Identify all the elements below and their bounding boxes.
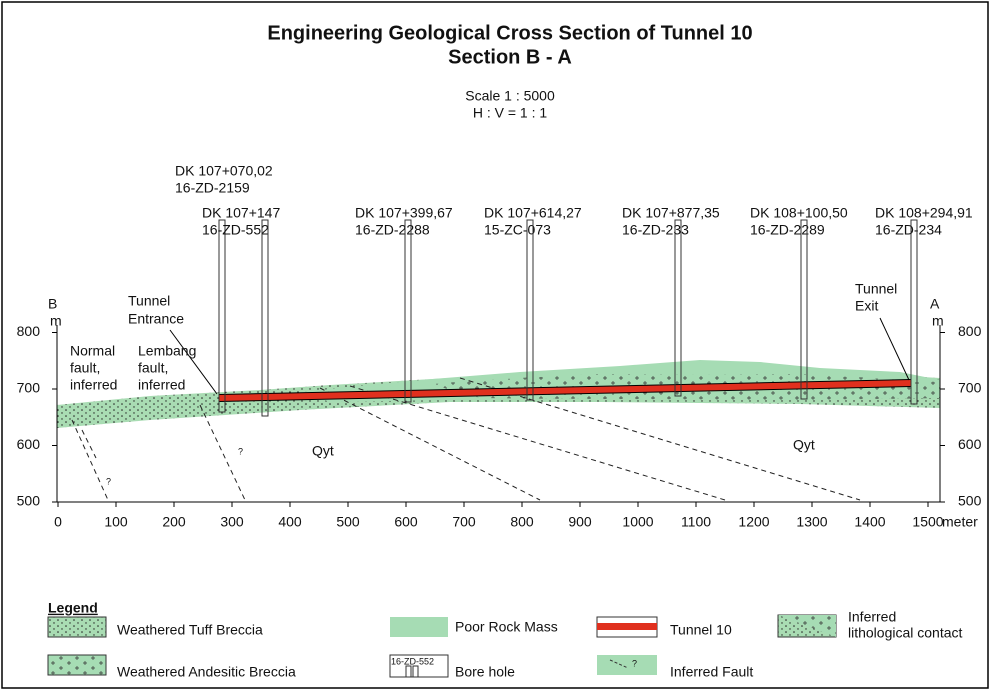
annotation: fault, xyxy=(138,360,168,376)
borehole-id: 16-ZD-233 xyxy=(622,222,689,238)
borehole-chainage: DK 108+100,50 xyxy=(750,205,848,221)
annotation: Exit xyxy=(855,298,878,314)
annotation: Lembang xyxy=(138,343,196,359)
x-tick-label: 800 xyxy=(510,514,534,530)
annotation: fault, xyxy=(70,360,100,376)
borehole xyxy=(219,220,225,412)
legend-label: Bore hole xyxy=(455,664,515,680)
x-tick-label: 100 xyxy=(104,514,128,530)
y-tick-label: 800 xyxy=(17,323,41,339)
x-tick-label: 1500 xyxy=(912,514,943,530)
y-tick-label: 600 xyxy=(958,436,982,452)
x-tick-label: 600 xyxy=(394,514,418,530)
borehole-chainage: DK 107+614,27 xyxy=(484,205,582,221)
page: Engineering Geological Cross Section of … xyxy=(0,0,991,691)
annotation: Normal xyxy=(70,343,115,359)
y-tick-label: 600 xyxy=(17,436,41,452)
swatch xyxy=(390,617,448,637)
unit-label: Qyt xyxy=(793,437,815,453)
legend-title: Legend xyxy=(48,600,98,616)
y-tick-label: 700 xyxy=(17,380,41,396)
x-tick-label: 500 xyxy=(336,514,360,530)
borehole-id: 16-ZD-552 xyxy=(202,222,269,238)
borehole-id: 15-ZC-073 xyxy=(484,222,551,238)
cross-section: Engineering Geological Cross Section of … xyxy=(0,0,991,691)
borehole-chainage: DK 107+877,35 xyxy=(622,205,720,221)
swatch xyxy=(597,623,657,630)
borehole-chainage: DK 107+070,02 xyxy=(175,163,273,179)
borehole-id: 16-ZD-234 xyxy=(875,222,942,238)
swatch xyxy=(48,617,106,637)
legend-query: ? xyxy=(632,658,637,668)
swatch xyxy=(48,655,106,675)
legend-label: Weathered Tuff Breccia xyxy=(117,622,263,638)
legend-label: Poor Rock Mass xyxy=(455,619,558,635)
borehole-chainage: DK 108+294,91 xyxy=(875,205,973,221)
y-tick-label: 800 xyxy=(958,323,982,339)
annotation: Entrance xyxy=(128,311,184,327)
legend-sample: 16-ZD-552 xyxy=(391,656,434,666)
title: Engineering Geological Cross Section of … xyxy=(267,22,752,44)
x-tick-label: 400 xyxy=(278,514,302,530)
annotation: inferred xyxy=(138,377,185,393)
borehole-id: 16-ZD-2159 xyxy=(175,180,250,196)
x-tick-label: 1000 xyxy=(622,514,653,530)
geology xyxy=(57,360,940,500)
exit-arrow xyxy=(880,318,909,380)
x-tick-label: 0 xyxy=(54,514,62,530)
x-tick-label: 700 xyxy=(452,514,476,530)
ratio: H : V = 1 : 1 xyxy=(473,105,548,121)
borehole-id: 16-ZD-2288 xyxy=(355,222,430,238)
swatch xyxy=(406,666,411,677)
swatch xyxy=(597,655,657,675)
x-tick-label: 900 xyxy=(568,514,592,530)
legend-label: Weathered Andesitic Breccia xyxy=(117,664,296,680)
annotation: Tunnel xyxy=(855,281,897,297)
x-tick-label: 1100 xyxy=(681,514,711,530)
legend: Legend Weathered Tuff Breccia Weathered … xyxy=(48,600,963,680)
scale: Scale 1 : 5000 xyxy=(465,88,555,104)
unit-label: Qyt xyxy=(312,443,334,459)
annotation: inferred xyxy=(70,377,117,393)
query: ? xyxy=(106,476,111,486)
y-tick-label: 500 xyxy=(958,493,982,509)
borehole-chainage: DK 107+399,67 xyxy=(355,205,453,221)
right-letter: A xyxy=(930,296,940,312)
x-unit: meter xyxy=(942,514,978,530)
subtitle: Section B - A xyxy=(448,46,572,68)
legend-label: Inferred Fault xyxy=(670,664,753,680)
left-letter: B xyxy=(48,296,57,312)
y-tick-label: 700 xyxy=(958,380,982,396)
x-tick-label: 200 xyxy=(162,514,186,530)
right-unit: m xyxy=(932,313,944,329)
borehole xyxy=(405,220,411,402)
query: ? xyxy=(238,446,243,456)
y-tick-label: 500 xyxy=(17,493,41,509)
borehole-chainage: DK 107+147 xyxy=(202,205,280,221)
annotation: Tunnel xyxy=(128,293,170,309)
swatch xyxy=(413,666,418,677)
x-tick-label: 1300 xyxy=(796,514,827,530)
legend-label: lithological contact xyxy=(848,625,963,641)
x-tick-label: 300 xyxy=(220,514,244,530)
x-tick-label: 1400 xyxy=(854,514,885,530)
legend-label: Inferred xyxy=(848,609,896,625)
borehole-id: 16-ZD-2289 xyxy=(750,222,825,238)
borehole xyxy=(262,220,268,416)
x-tick-label: 1200 xyxy=(738,514,769,530)
left-unit: m xyxy=(50,313,62,329)
legend-label: Tunnel 10 xyxy=(670,622,732,638)
